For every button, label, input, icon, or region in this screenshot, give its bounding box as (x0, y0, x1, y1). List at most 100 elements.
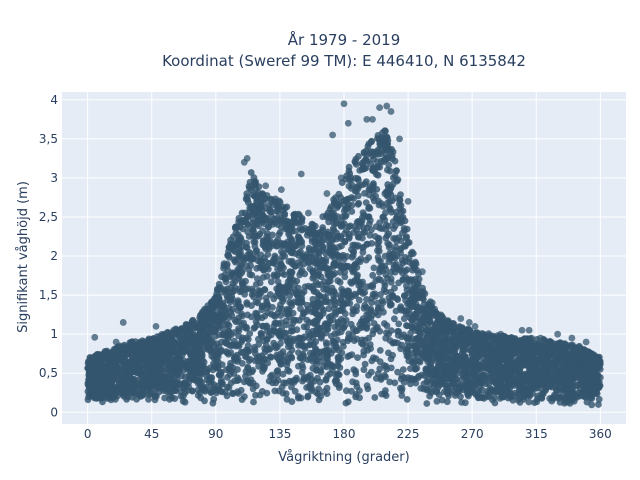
data-point (243, 299, 251, 306)
data-point (312, 309, 319, 317)
data-point (500, 393, 508, 401)
data-point (245, 266, 253, 274)
data-point (392, 194, 399, 202)
data-point (296, 235, 304, 243)
data-point (551, 365, 559, 373)
data-point (382, 387, 389, 394)
data-point (315, 300, 323, 308)
data-point (399, 366, 407, 373)
data-point (162, 354, 170, 362)
data-point (206, 375, 214, 383)
data-point (493, 361, 500, 368)
data-point (409, 324, 416, 332)
data-point (387, 364, 395, 372)
data-point (279, 250, 287, 257)
data-point (175, 332, 183, 340)
data-point (260, 365, 268, 373)
data-point (208, 381, 215, 388)
data-point (252, 309, 260, 317)
data-point (335, 381, 343, 389)
data-point (423, 400, 431, 407)
data-point (102, 363, 109, 371)
data-point (227, 359, 234, 367)
data-point (382, 265, 390, 273)
data-point (415, 372, 423, 380)
data-point (385, 294, 393, 302)
data-point (360, 366, 368, 374)
data-point (304, 356, 312, 364)
data-point (249, 288, 257, 295)
data-point (311, 377, 318, 385)
data-point (341, 273, 349, 281)
data-point (322, 339, 330, 347)
data-point (244, 342, 252, 350)
data-point (288, 237, 295, 245)
data-point (242, 243, 250, 251)
data-point (409, 250, 417, 257)
data-point (394, 212, 401, 220)
data-point (491, 394, 498, 401)
data-point (428, 387, 436, 394)
data-point (228, 342, 235, 350)
data-point (409, 260, 417, 268)
data-point (198, 386, 206, 393)
data-point (218, 308, 226, 315)
data-point (348, 351, 356, 359)
data-point (295, 349, 302, 356)
data-point (331, 330, 339, 338)
data-point (255, 335, 262, 343)
data-point (420, 385, 428, 393)
data-point (319, 224, 327, 231)
data-point (360, 347, 368, 355)
data-point (235, 325, 242, 332)
data-point (395, 328, 402, 335)
data-point (443, 398, 451, 406)
data-point (318, 334, 325, 342)
data-point (334, 277, 342, 285)
data-point (196, 330, 204, 337)
data-point (274, 367, 282, 374)
data-point (333, 204, 341, 212)
data-point (346, 233, 353, 241)
data-point (209, 387, 217, 395)
data-point (287, 272, 295, 280)
data-point (588, 356, 596, 363)
data-point (533, 398, 541, 406)
data-point (347, 320, 355, 328)
data-point (107, 362, 115, 370)
data-point (93, 365, 100, 373)
data-point (198, 362, 206, 369)
data-point (386, 337, 394, 344)
data-point (121, 377, 128, 385)
data-point (236, 233, 244, 241)
data-point (443, 388, 450, 395)
data-point (213, 293, 220, 301)
data-point (388, 152, 396, 160)
data-point (578, 373, 586, 380)
data-point (255, 222, 262, 230)
data-point (375, 238, 383, 245)
data-point (405, 239, 413, 246)
data-point (250, 344, 258, 351)
data-point (310, 259, 318, 267)
data-point (326, 317, 334, 325)
data-point (343, 387, 350, 395)
data-point (365, 334, 373, 342)
data-point (398, 392, 406, 399)
data-point (269, 231, 276, 239)
data-point (291, 387, 299, 395)
data-point (266, 218, 274, 226)
data-point (532, 380, 540, 387)
data-point (403, 396, 411, 403)
data-point (179, 397, 187, 405)
data-point (227, 236, 235, 244)
data-point (491, 399, 499, 407)
data-point (340, 317, 347, 325)
data-point (382, 288, 390, 296)
data-point (343, 253, 351, 260)
data-point (384, 222, 392, 230)
data-point (288, 302, 295, 310)
data-point (400, 331, 408, 339)
data-point (238, 209, 246, 217)
data-point (387, 255, 394, 263)
